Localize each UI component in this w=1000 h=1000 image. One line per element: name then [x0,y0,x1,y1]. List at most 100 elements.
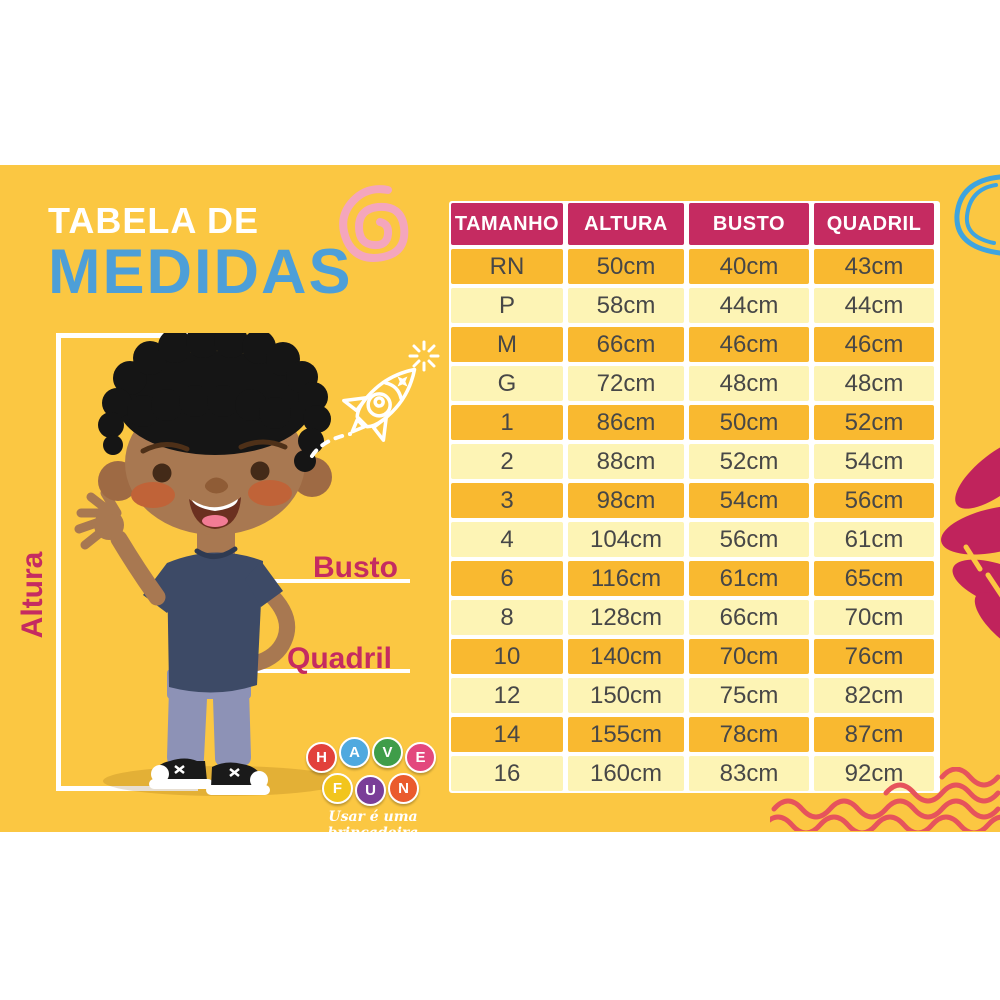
header-quadril: QUADRIL [814,203,934,245]
cell-hip: 61cm [814,522,934,557]
table-row: 1 86cm 50cm 52cm [451,405,938,440]
brush-shape [941,437,1000,645]
cell-size: 6 [451,561,563,596]
table-row: 6 116cm 61cm 65cm [451,561,938,596]
cell-size: 16 [451,756,563,791]
bust-label: Busto [313,551,398,584]
smile [189,497,241,529]
cell-bust: 52cm [689,444,809,479]
cell-height: 66cm [568,327,684,362]
cell-height: 88cm [568,444,684,479]
logo-ball-n: N [388,773,419,804]
cell-height: 160cm [568,756,684,791]
right-shoe [206,762,270,795]
cell-size: 4 [451,522,563,557]
table-header-row: TAMANHO ALTURA BUSTO QUADRIL [451,203,938,245]
cell-size: 10 [451,639,563,674]
table-row: 10 140cm 70cm 76cm [451,639,938,674]
cell-bust: 50cm [689,405,809,440]
logo-ball-a: A [339,737,370,768]
height-bracket-line [56,333,61,791]
cell-height: 72cm [568,366,684,401]
cell-bust: 56cm [689,522,809,557]
boy-illustration [74,333,343,796]
table-row: 3 98cm 54cm 56cm [451,483,938,518]
table-row: G 72cm 48cm 48cm [451,366,938,401]
table-row: 16 160cm 83cm 92cm [451,756,938,791]
cell-bust: 70cm [689,639,809,674]
cell-height: 140cm [568,639,684,674]
sparkle-icon [408,340,440,372]
hip-label: Quadril [287,642,393,675]
height-bracket-bottom [56,786,198,791]
cell-hip: 56cm [814,483,934,518]
cell-bust: 75cm [689,678,809,713]
measurement-card: TABELA DE MEDIDAS Altura Busto Quadril [0,165,1000,832]
cell-height: 116cm [568,561,684,596]
cell-size: 14 [451,717,563,752]
cell-bust: 44cm [689,288,809,323]
hip-pointer-line [245,669,410,673]
spiral-doodle-icon [339,185,409,262]
logo-ball-h: H [306,742,337,773]
cell-height: 50cm [568,249,684,284]
header-busto: BUSTO [689,203,809,245]
table-row: 14 155cm 78cm 87cm [451,717,938,752]
cell-hip: 48cm [814,366,934,401]
cell-size: 3 [451,483,563,518]
cell-bust: 48cm [689,366,809,401]
table-row: 2 88cm 52cm 54cm [451,444,938,479]
header-altura: ALTURA [568,203,684,245]
cell-bust: 40cm [689,249,809,284]
cell-hip: 44cm [814,288,934,323]
cell-size: P [451,288,563,323]
table-row: 8 128cm 66cm 70cm [451,600,938,635]
logo-ball-u: U [355,775,386,806]
cell-size: 8 [451,600,563,635]
cell-hip: 87cm [814,717,934,752]
height-bracket-top [56,333,198,338]
table-row: 12 150cm 75cm 82cm [451,678,938,713]
cell-size: M [451,327,563,362]
cell-hip: 65cm [814,561,934,596]
cell-hip: 82cm [814,678,934,713]
cell-hip: 54cm [814,444,934,479]
size-table: TAMANHO ALTURA BUSTO QUADRIL RN 50cm 40c… [449,201,940,793]
cell-hip: 76cm [814,639,934,674]
logo-ball-e: E [405,742,436,773]
cell-bust: 78cm [689,717,809,752]
cell-size: G [451,366,563,401]
header-tamanho: TAMANHO [451,203,563,245]
size-table-body: RN 50cm 40cm 43cm P 58cm 44cm 44cm M 66c… [451,249,938,791]
logo-ball-v: V [372,737,403,768]
cell-height: 86cm [568,405,684,440]
cell-height: 98cm [568,483,684,518]
table-row: 4 104cm 56cm 61cm [451,522,938,557]
waving-hand [74,488,124,550]
page-title: TABELA DE MEDIDAS [48,203,353,304]
table-row: RN 50cm 40cm 43cm [451,249,938,284]
table-row: P 58cm 44cm 44cm [451,288,938,323]
cell-hip: 43cm [814,249,934,284]
cell-size: 1 [451,405,563,440]
table-row: M 66cm 46cm 46cm [451,327,938,362]
cell-bust: 46cm [689,327,809,362]
cell-bust: 66cm [689,600,809,635]
logo-ball-f: F [322,773,353,804]
cell-size: 2 [451,444,563,479]
title-line-2: MEDIDAS [48,237,353,307]
cell-size: 12 [451,678,563,713]
cell-hip: 46cm [814,327,934,362]
bust-pointer-line [245,579,410,583]
cell-bust: 61cm [689,561,809,596]
curly-hair [98,333,331,472]
logo-tagline: Usar é uma brincadeira [328,809,419,832]
circle-doodle-icon [954,174,1000,256]
cell-height: 155cm [568,717,684,752]
cell-height: 58cm [568,288,684,323]
cell-hip: 92cm [814,756,934,791]
rocket-icon [310,340,440,458]
cell-bust: 54cm [689,483,809,518]
